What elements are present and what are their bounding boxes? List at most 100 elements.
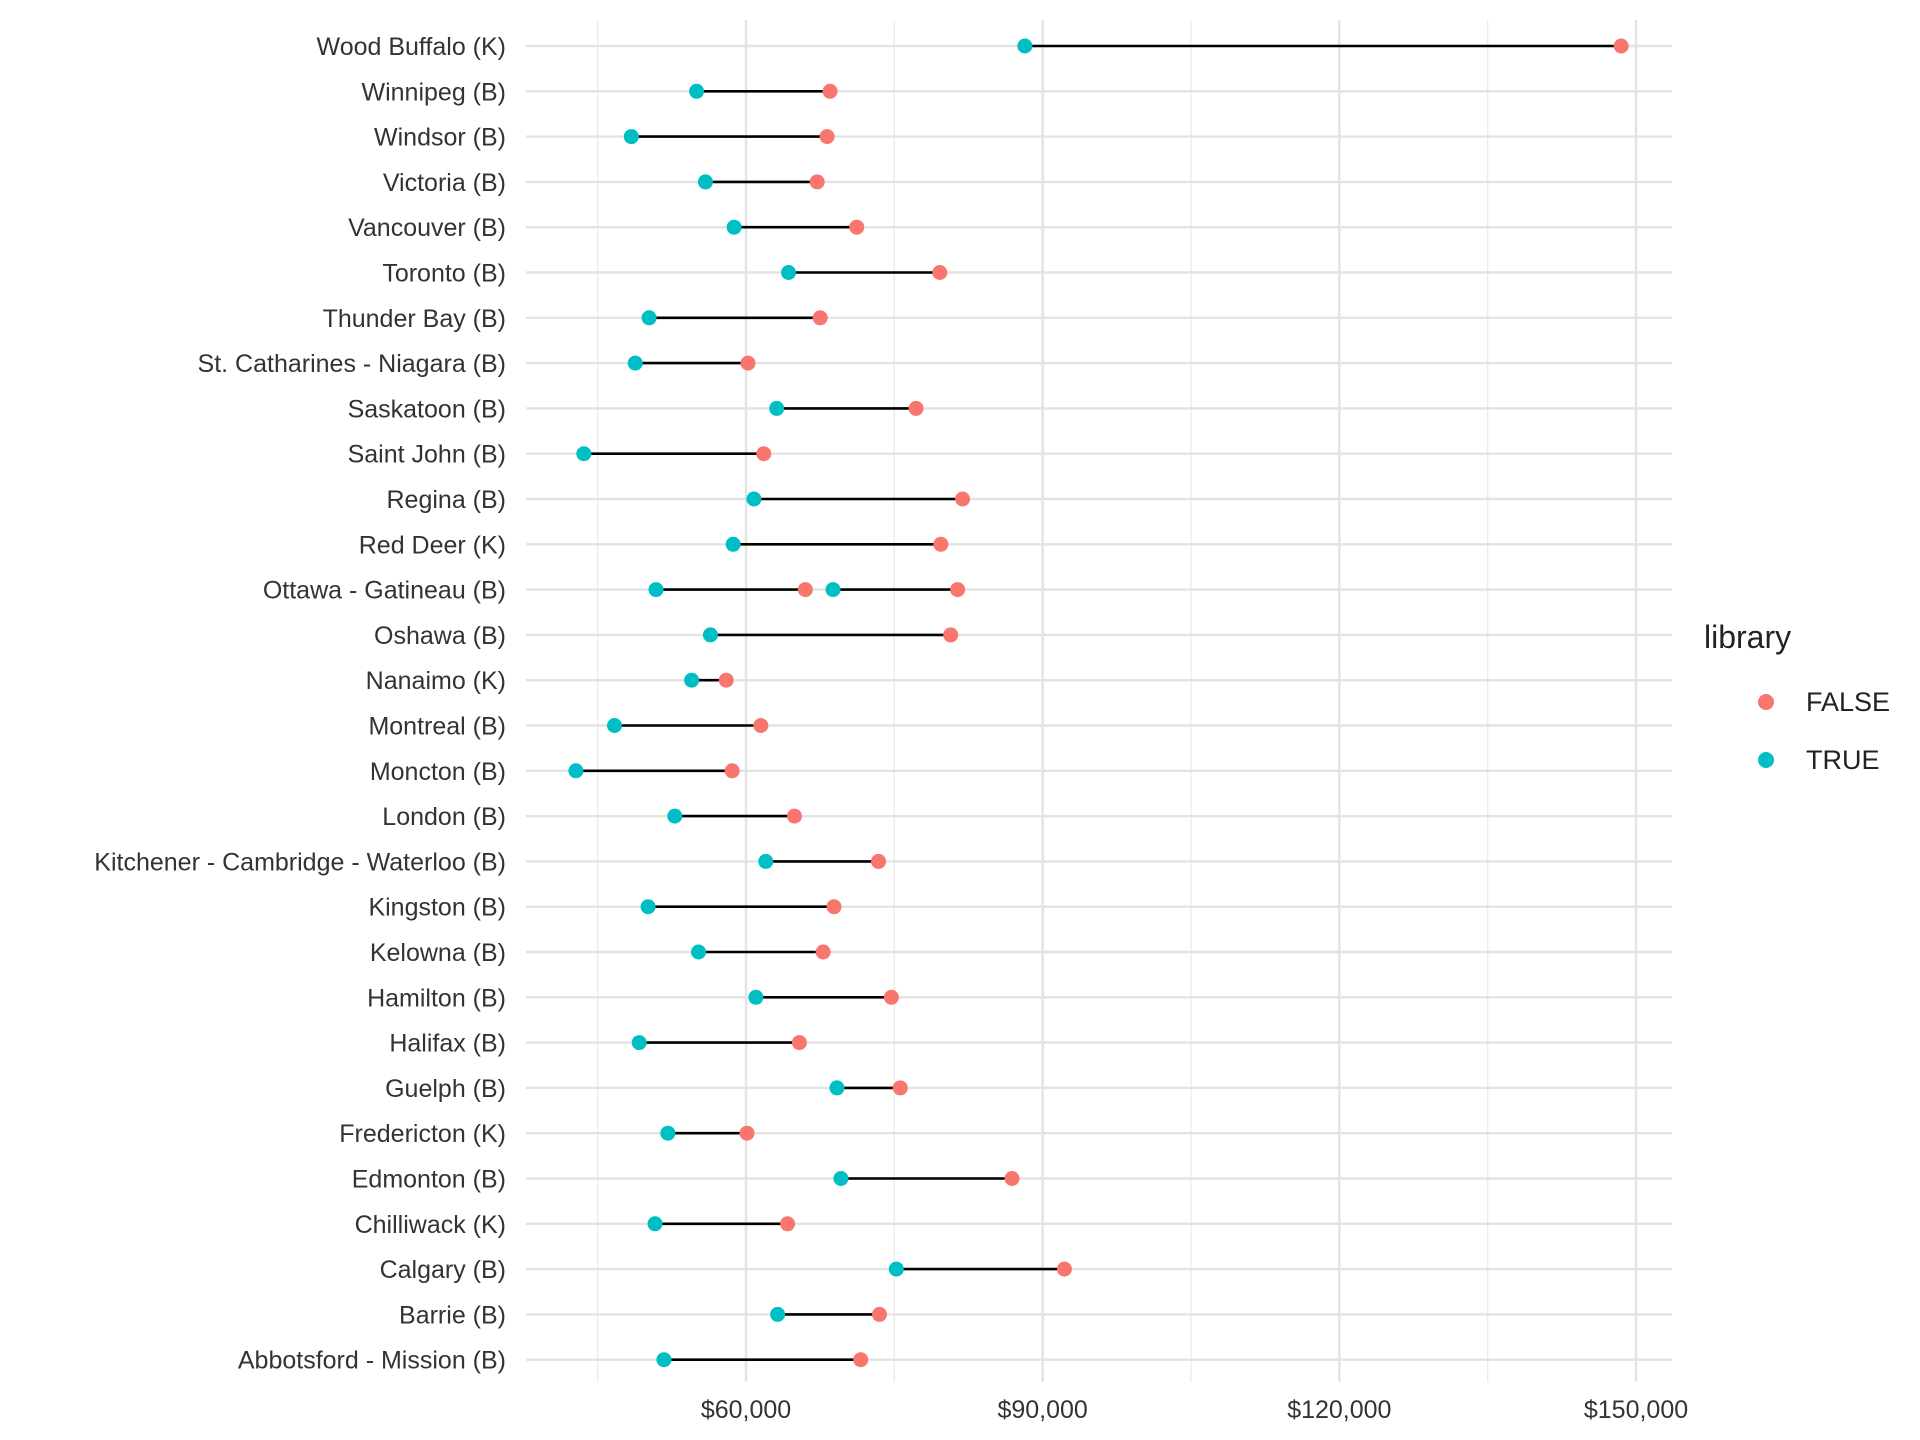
point-false	[822, 83, 838, 99]
point-false	[1613, 38, 1629, 54]
point-true	[748, 989, 764, 1005]
point-true	[641, 310, 657, 326]
point-true	[647, 1216, 663, 1232]
y-tick-label: Moncton (B)	[370, 758, 506, 786]
x-tick-label: $60,000	[701, 1396, 791, 1424]
y-tick-label: Windsor (B)	[374, 124, 506, 152]
legend-key-false	[1758, 694, 1774, 710]
point-false	[933, 536, 949, 552]
point-true	[684, 672, 700, 688]
y-tick-label: Edmonton (B)	[352, 1166, 506, 1194]
y-tick-label: St. Catharines - Niagara (B)	[198, 350, 506, 378]
point-true	[697, 174, 713, 190]
point-true	[656, 1352, 672, 1368]
y-tick-label: Nanaimo (K)	[366, 667, 506, 695]
point-false	[955, 491, 971, 507]
y-tick-label: Chilliwack (K)	[355, 1211, 506, 1239]
point-true	[640, 899, 656, 915]
point-true	[667, 808, 683, 824]
minor-gridlines	[596, 20, 1489, 1382]
point-true	[1017, 38, 1033, 54]
point-true	[781, 265, 797, 280]
y-tick-label: Guelph (B)	[385, 1075, 506, 1103]
y-tick-label: Vancouver (B)	[348, 214, 506, 242]
point-false	[883, 989, 899, 1005]
legend-label-false: FALSE	[1806, 687, 1890, 717]
point-false	[908, 400, 924, 416]
y-tick-label: Kelowna (B)	[370, 939, 506, 967]
point-true	[825, 582, 841, 598]
point-false	[815, 944, 831, 960]
point-false	[871, 853, 887, 869]
y-tick-label: Hamilton (B)	[367, 984, 506, 1012]
point-false	[753, 718, 769, 733]
y-tick-label: Saint John (B)	[348, 441, 506, 469]
y-tick-label: Red Deer (K)	[359, 531, 506, 559]
point-false	[892, 1080, 908, 1096]
point-true	[746, 491, 762, 507]
point-false	[950, 582, 966, 598]
point-true	[726, 219, 742, 235]
y-tick-label: Kingston (B)	[368, 894, 506, 922]
legend-key-true	[1758, 752, 1774, 768]
y-tick-label: Ottawa - Gatineau (B)	[263, 577, 506, 605]
y-tick-label: Thunder Bay (B)	[323, 305, 506, 333]
legend-entry-false: FALSE	[1758, 687, 1890, 717]
x-tick-label: $120,000	[1287, 1396, 1391, 1424]
y-tick-label: Oshawa (B)	[374, 622, 506, 650]
point-true	[648, 582, 664, 598]
x-axis-tick-labels: $60,000 $90,000 $120,000 $150,000	[701, 1396, 1688, 1424]
point-true	[568, 763, 584, 779]
y-tick-label: Abbotsford - Mission (B)	[238, 1347, 506, 1375]
point-true	[689, 83, 705, 99]
point-true	[725, 536, 741, 552]
dumbbell-segments	[575, 44, 1622, 1361]
point-false	[932, 265, 948, 280]
y-tick-label: Barrie (B)	[399, 1301, 506, 1329]
point-true	[660, 1125, 676, 1141]
point-true	[770, 1306, 786, 1322]
point-false	[853, 1352, 869, 1368]
y-tick-label: Kitchener - Cambridge - Waterloo (B)	[94, 848, 506, 876]
point-false	[819, 129, 835, 145]
point-false	[718, 672, 734, 688]
y-tick-label: Calgary (B)	[380, 1256, 506, 1284]
point-false	[1004, 1171, 1020, 1186]
y-tick-label: Wood Buffalo (K)	[317, 33, 506, 61]
point-false	[780, 1216, 796, 1232]
y-tick-label: London (B)	[382, 803, 506, 831]
point-true	[758, 853, 774, 869]
y-tick-label: Halifax (B)	[389, 1030, 506, 1058]
data-points	[568, 38, 1629, 1368]
point-false	[740, 355, 756, 371]
point-false	[849, 219, 865, 235]
point-false	[943, 627, 959, 643]
point-false	[797, 582, 813, 598]
x-tick-label: $150,000	[1584, 1396, 1688, 1424]
legend: library FALSE TRUE	[1704, 619, 1890, 775]
y-tick-label: Montreal (B)	[368, 713, 506, 741]
point-false	[826, 899, 842, 915]
y-axis-tick-labels: Wood Buffalo (K) Winnipeg (B) Windsor (B) V…	[94, 33, 506, 1375]
point-true	[627, 355, 643, 371]
major-gridlines	[526, 20, 1672, 1382]
point-false	[872, 1306, 887, 1322]
point-true	[829, 1080, 845, 1096]
point-true	[691, 944, 707, 960]
point-true	[833, 1171, 849, 1186]
point-true	[576, 446, 592, 462]
point-true	[623, 129, 639, 145]
point-false	[724, 763, 740, 779]
legend-entry-true: TRUE	[1758, 745, 1880, 775]
legend-label-true: TRUE	[1806, 745, 1880, 775]
point-false	[756, 446, 772, 462]
point-false	[739, 1125, 755, 1141]
y-tick-label: Saskatoon (B)	[348, 395, 506, 423]
point-true	[702, 627, 718, 643]
point-false	[809, 174, 825, 190]
y-tick-label: Fredericton (K)	[339, 1120, 506, 1148]
point-true	[606, 718, 622, 733]
point-true	[888, 1261, 904, 1277]
y-tick-label: Toronto (B)	[382, 260, 506, 288]
